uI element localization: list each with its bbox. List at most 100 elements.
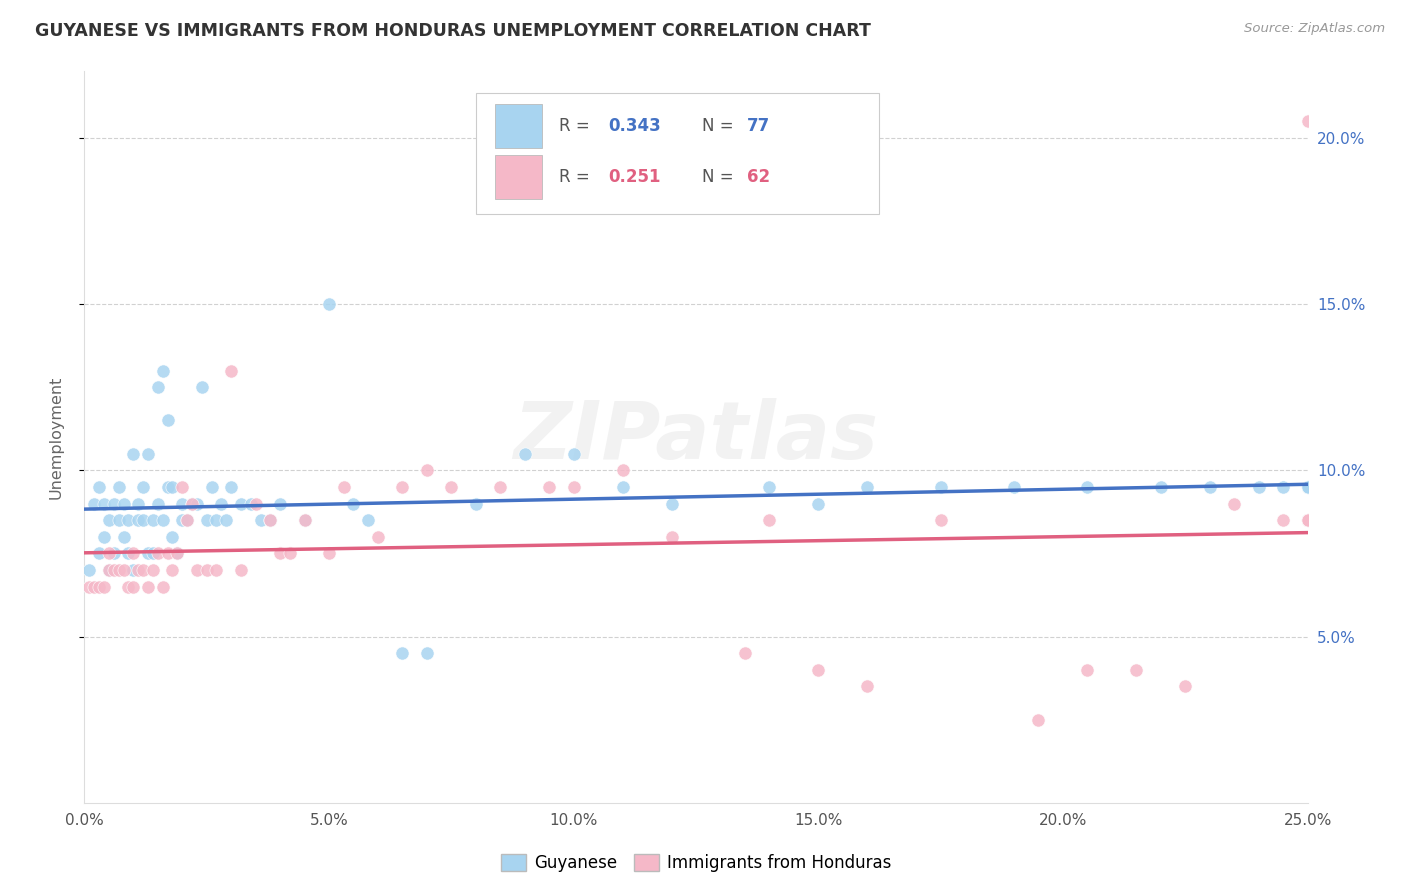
Point — [87, 580, 110, 594]
Point — [186, 563, 208, 577]
Point — [259, 513, 281, 527]
Point — [142, 546, 165, 560]
Point — [156, 480, 179, 494]
Point — [489, 480, 512, 494]
Point — [294, 513, 316, 527]
Point — [1125, 663, 1147, 677]
Point — [152, 363, 174, 377]
Point — [107, 513, 129, 527]
Point — [342, 497, 364, 511]
Point — [807, 663, 830, 677]
Point — [538, 480, 561, 494]
Point — [136, 546, 159, 560]
Point — [1247, 480, 1270, 494]
Text: R =: R = — [560, 117, 595, 136]
Point — [93, 497, 115, 511]
Point — [77, 580, 100, 594]
Text: 0.343: 0.343 — [607, 117, 661, 136]
Point — [146, 497, 169, 511]
Point — [132, 513, 155, 527]
Point — [1223, 497, 1246, 511]
Point — [97, 546, 120, 560]
Point — [391, 480, 413, 494]
Point — [856, 680, 879, 694]
Point — [146, 380, 169, 394]
FancyBboxPatch shape — [475, 94, 880, 214]
Point — [929, 480, 952, 494]
Point — [142, 513, 165, 527]
Point — [1296, 513, 1319, 527]
Point — [661, 530, 683, 544]
Point — [103, 546, 125, 560]
Point — [112, 530, 135, 544]
Point — [97, 513, 120, 527]
Point — [1028, 713, 1050, 727]
Point — [856, 480, 879, 494]
Point — [357, 513, 380, 527]
Point — [172, 513, 194, 527]
Point — [1296, 513, 1319, 527]
Text: GUYANESE VS IMMIGRANTS FROM HONDURAS UNEMPLOYMENT CORRELATION CHART: GUYANESE VS IMMIGRANTS FROM HONDURAS UNE… — [35, 22, 872, 40]
Point — [1272, 480, 1295, 494]
Point — [162, 530, 184, 544]
Point — [152, 513, 174, 527]
Point — [156, 413, 179, 427]
FancyBboxPatch shape — [495, 155, 541, 200]
Point — [87, 546, 110, 560]
Point — [200, 480, 222, 494]
Point — [367, 530, 389, 544]
Point — [758, 513, 780, 527]
Point — [929, 513, 952, 527]
Point — [181, 497, 204, 511]
Point — [127, 497, 149, 511]
Point — [127, 513, 149, 527]
Point — [166, 546, 188, 560]
Point — [122, 447, 145, 461]
Text: N =: N = — [702, 169, 740, 186]
Point — [136, 447, 159, 461]
Point — [93, 530, 115, 544]
Point — [142, 563, 165, 577]
Point — [269, 546, 291, 560]
Point — [758, 480, 780, 494]
Point — [107, 480, 129, 494]
Point — [122, 580, 145, 594]
Text: ZIPatlas: ZIPatlas — [513, 398, 879, 476]
Point — [97, 563, 120, 577]
Point — [416, 463, 439, 477]
Point — [162, 563, 184, 577]
Point — [127, 563, 149, 577]
Point — [318, 546, 340, 560]
Point — [318, 297, 340, 311]
Text: R =: R = — [560, 169, 595, 186]
Point — [146, 546, 169, 560]
Point — [195, 513, 218, 527]
Point — [294, 513, 316, 527]
Point — [172, 497, 194, 511]
Point — [103, 497, 125, 511]
Point — [117, 546, 139, 560]
Point — [166, 546, 188, 560]
Point — [249, 513, 271, 527]
Point — [1296, 114, 1319, 128]
Point — [734, 646, 756, 660]
Point — [117, 513, 139, 527]
Point — [205, 513, 228, 527]
Point — [612, 480, 634, 494]
Point — [259, 513, 281, 527]
Y-axis label: Unemployment: Unemployment — [49, 376, 63, 499]
Point — [1296, 480, 1319, 494]
Point — [136, 580, 159, 594]
Point — [278, 546, 301, 560]
Legend: Guyanese, Immigrants from Honduras: Guyanese, Immigrants from Honduras — [494, 847, 898, 879]
Point — [107, 563, 129, 577]
Point — [1150, 480, 1173, 494]
Point — [215, 513, 238, 527]
Point — [1296, 513, 1319, 527]
Point — [229, 497, 252, 511]
Point — [122, 546, 145, 560]
Text: 62: 62 — [748, 169, 770, 186]
Point — [464, 497, 486, 511]
Point — [1296, 480, 1319, 494]
Point — [1076, 663, 1098, 677]
